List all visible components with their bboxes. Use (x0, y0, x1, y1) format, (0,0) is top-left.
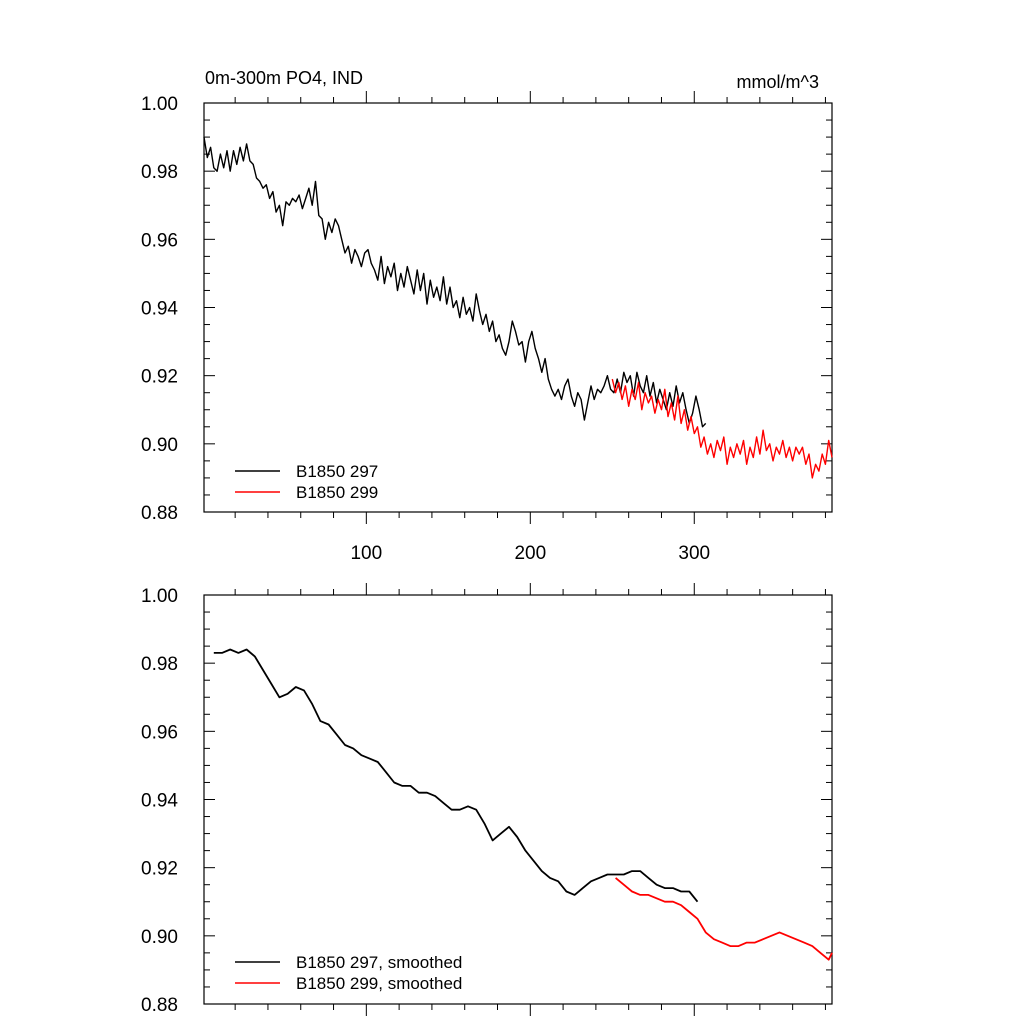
y-tick-label: 0.88 (141, 995, 178, 1016)
legend-label: B1850 299, smoothed (296, 974, 462, 993)
x-tick-label: 300 (678, 543, 710, 564)
panel-title: 0m-300m PO4, IND (205, 68, 363, 88)
top-panel: 0m-300m PO4, IND mmol/m^3 1.00 0.98 0.96 0.… (141, 68, 833, 564)
y-tick-label: 0.98 (141, 654, 178, 675)
series-line-red (611, 378, 833, 479)
bottom-panel: 1.00 0.98 0.96 0.94 0.92 0.90 0.88 B1850 297, s… (141, 583, 833, 1016)
units-label: mmol/m^3 (737, 72, 819, 92)
y-tick-label: 0.96 (141, 230, 178, 251)
y-tick-label: 1.00 (141, 586, 178, 607)
y-tick-label: 0.96 (141, 722, 178, 743)
y-tick-label: 1.00 (141, 94, 178, 115)
y-tick-label: 0.98 (141, 162, 178, 183)
series-line-black (203, 136, 707, 428)
y-tick-label: 0.90 (141, 927, 178, 948)
y-tick-label: 0.94 (141, 299, 178, 320)
y-tick-label: 0.92 (141, 367, 178, 388)
y-tick-label: 0.90 (141, 435, 178, 456)
series-line-black (213, 648, 699, 903)
legend-label: B1850 299 (296, 483, 378, 502)
y-tick-label: 0.88 (141, 503, 178, 524)
x-tick-label: 100 (350, 543, 382, 564)
legend-label: B1850 297 (296, 462, 378, 481)
plot-frame (203, 102, 833, 513)
series-line-red (615, 877, 833, 961)
y-tick-label: 0.92 (141, 859, 178, 880)
plot-frame (203, 594, 833, 1005)
x-tick-label: 200 (514, 543, 546, 564)
legend-label: B1850 297, smoothed (296, 953, 462, 972)
y-tick-label: 0.94 (141, 791, 178, 812)
